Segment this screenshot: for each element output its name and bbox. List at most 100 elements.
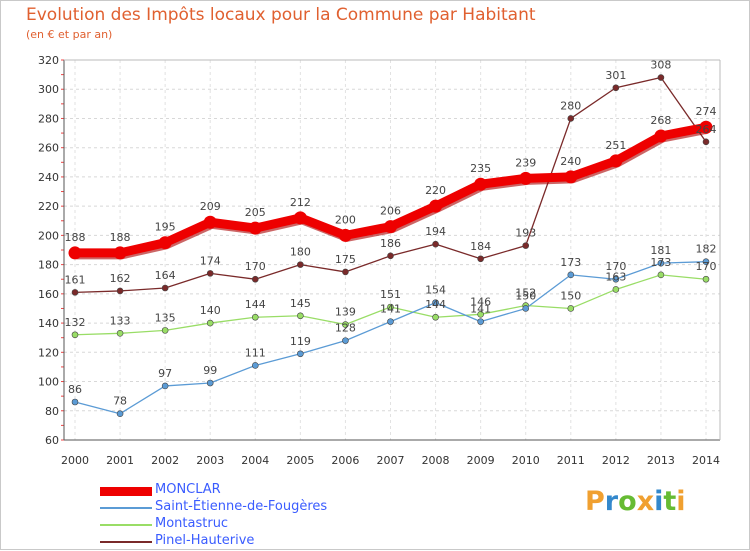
data-label: 182 [696,243,717,256]
x-tick-label: 2008 [422,454,450,467]
data-label: 195 [155,221,176,234]
data-label: 205 [245,206,266,219]
data-point [612,275,620,283]
data-point [654,129,668,143]
data-label: 86 [68,383,82,396]
y-tick-label: 300 [38,83,59,96]
data-label: 174 [200,254,221,267]
x-tick-label: 2010 [512,454,540,467]
data-label: 268 [650,114,671,127]
data-point [203,215,217,229]
x-tick-label: 2000 [61,454,89,467]
data-point [564,170,578,184]
data-point [338,228,352,242]
data-point [432,313,439,321]
x-tick-label: 2005 [286,454,314,467]
data-point [384,220,397,234]
legend-label: Montastruc [155,516,229,531]
data-label: 184 [470,240,491,253]
data-point [522,242,530,249]
data-point [161,327,169,334]
data-point [293,211,307,225]
data-point [297,312,304,320]
data-point [206,379,214,387]
data-label: 97 [158,367,172,380]
data-point [116,330,124,337]
data-label: 264 [696,123,717,136]
data-point [158,236,172,250]
data-label: 170 [605,260,626,273]
data-point [702,275,710,283]
data-point [113,246,127,260]
legend-swatch [100,541,152,543]
data-label: 251 [605,139,626,152]
data-label: 240 [560,155,581,168]
data-point [251,275,259,283]
data-label: 119 [290,335,311,348]
data-point [657,271,665,279]
data-label: 193 [515,227,536,240]
x-tick-label: 2014 [692,454,720,467]
data-point [567,305,575,312]
data-label: 150 [560,289,581,302]
data-point [702,138,710,146]
data-label: 78 [113,395,127,408]
data-label: 152 [515,287,536,300]
data-point [251,313,259,321]
data-point [68,246,82,260]
y-tick-label: 320 [38,54,59,67]
x-tick-label: 2009 [467,454,495,467]
data-label: 161 [65,273,86,286]
logo-letter: r [604,486,619,517]
data-point [297,261,304,268]
data-point [522,305,530,312]
data-label: 175 [335,253,356,266]
data-label: 188 [110,231,131,244]
data-point [429,199,443,213]
proxiti-logo: Proxiti [585,486,686,517]
data-label: 162 [110,272,131,285]
data-point [567,115,575,122]
data-label: 145 [290,297,311,310]
x-tick-label: 2013 [647,454,675,467]
data-point [519,171,533,185]
data-label: 139 [335,306,356,319]
data-label: 200 [335,213,356,226]
data-label: 144 [245,298,266,311]
data-label: 206 [380,205,401,218]
data-label: 194 [425,225,446,238]
y-tick-label: 260 [38,142,59,155]
x-tick-label: 2004 [241,454,269,467]
x-tick-label: 2007 [377,454,405,467]
logo-letter: t [663,486,677,517]
data-point [387,303,394,311]
data-point [567,271,575,279]
logo-letter: i [676,486,686,517]
y-tick-label: 100 [38,376,59,389]
data-label: 235 [470,162,491,175]
data-point [387,252,394,260]
data-point [206,270,214,277]
legend-label: MONCLAR [155,482,221,497]
data-label: 111 [245,346,266,359]
x-tick-label: 2011 [557,454,585,467]
data-point [699,120,713,134]
legend-swatch [100,507,152,509]
data-point [342,268,349,276]
data-label: 181 [650,244,671,257]
data-point [477,318,484,325]
data-label: 170 [696,260,717,273]
data-label: 99 [203,364,217,377]
data-point [609,154,623,168]
legend-swatch [100,524,152,526]
x-tick-label: 2002 [151,454,179,467]
data-point [206,319,214,327]
data-point [342,337,349,344]
logo-letter: o [618,486,637,517]
data-label: 170 [245,260,266,273]
data-point [432,299,439,306]
data-label: 209 [200,200,221,213]
data-point [71,289,79,296]
data-label: 141 [380,303,401,316]
x-tick-label: 2001 [106,454,134,467]
